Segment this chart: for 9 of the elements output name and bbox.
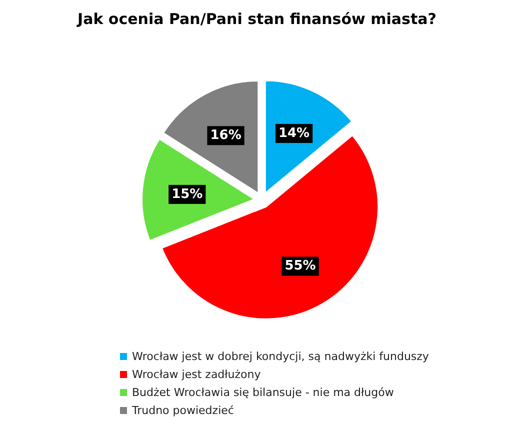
data-label: 55% xyxy=(284,258,316,274)
data-label: 16% xyxy=(210,128,242,144)
data-label: 15% xyxy=(172,186,203,202)
data-label: 14% xyxy=(278,126,310,141)
legend-label: Trudno powiedzieć xyxy=(131,404,234,417)
legend-label: Budżet Wrocławia się bilansuje - nie ma długów xyxy=(132,386,394,399)
legend-label: Wrocław jest zadłużony xyxy=(132,368,262,381)
chart-title: Jak ocenia Pan/Pani stan finansów miasta? xyxy=(76,10,436,28)
legend-label: Wrocław jest w dobrej kondycji, są nadwyżki funduszy xyxy=(132,350,430,363)
